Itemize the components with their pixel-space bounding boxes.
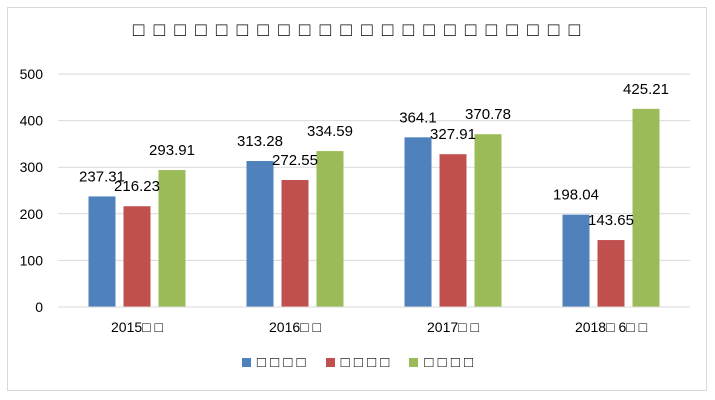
legend-label: □ □ □ □ [424, 354, 474, 371]
bar [281, 179, 309, 307]
chart-frame [7, 7, 707, 391]
legend-swatch [409, 358, 419, 367]
bar [246, 161, 274, 307]
legend-label: □ □ □ □ [340, 354, 390, 371]
y-tick-label: 400 [20, 113, 44, 129]
y-tick-label: 200 [20, 206, 44, 222]
data-label: 237.31 [79, 168, 125, 185]
y-tick-label: 500 [20, 66, 44, 82]
legend-item: □ □ □ □ [409, 354, 473, 371]
bar [404, 137, 432, 307]
legend-swatch [241, 358, 251, 367]
data-label: 327.91 [430, 126, 476, 143]
y-tick-label: 300 [20, 159, 44, 175]
y-tick-label: 0 [35, 299, 43, 315]
bar [632, 108, 660, 307]
data-label: 143.65 [588, 212, 634, 229]
data-label: 425.21 [623, 81, 669, 98]
data-label: 313.28 [237, 133, 283, 150]
data-label: 216.23 [114, 178, 160, 195]
data-label: 272.55 [272, 152, 318, 169]
chart-title: □ □ □ □ □ □ □ □ □ □ □ □ □ □ □ □ □ □ □ □ … [132, 20, 583, 41]
legend-item: □ □ □ □ [241, 354, 306, 371]
bar [316, 151, 344, 307]
data-label: 293.91 [149, 142, 195, 159]
x-category-label: 2015□ □ [111, 319, 163, 335]
legend-item: □ □ □ □ [325, 354, 390, 371]
legend-swatch [325, 358, 335, 367]
legend: □ □ □ □ □ □ □ □ □ □ □ □ [0, 354, 715, 371]
data-label: 198.04 [553, 187, 599, 204]
data-label: 370.78 [465, 106, 511, 123]
bar [123, 206, 151, 307]
bar [88, 196, 116, 307]
y-tick-label: 100 [20, 252, 44, 268]
x-axis-categories: 2015□ □ 2016□ □ 2017□ □ 2018□ 6□ □ [111, 319, 648, 335]
legend-label: □ □ □ □ [256, 354, 306, 371]
x-category-label: 2018□ 6□ □ [575, 319, 648, 335]
bar [474, 134, 502, 307]
bars [88, 108, 660, 307]
bar [158, 170, 186, 307]
data-label: 364.1 [399, 109, 437, 126]
x-category-label: 2017□ □ [427, 319, 479, 335]
data-label: 334.59 [307, 123, 353, 140]
gridlines [58, 73, 690, 261]
bar [439, 154, 467, 307]
bar [597, 240, 625, 307]
x-category-label: 2016□ □ [269, 319, 321, 335]
y-axis-ticks: 0 100 200 300 400 500 [20, 66, 44, 315]
bar [562, 214, 590, 307]
